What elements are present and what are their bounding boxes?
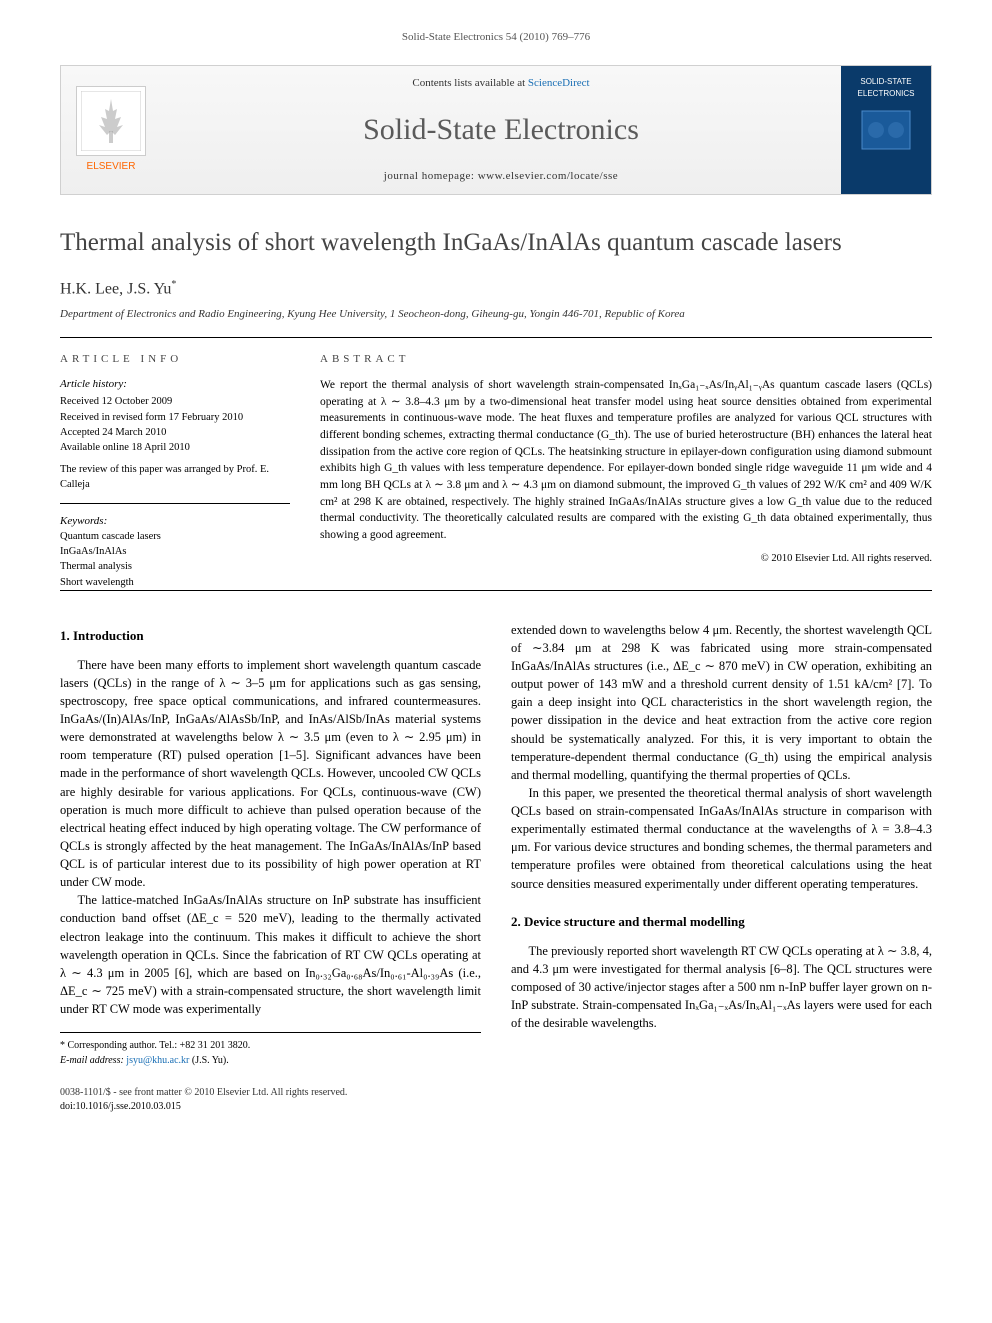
corr-author-note: * Corresponding author. Tel.: +82 31 201… bbox=[60, 1039, 481, 1054]
body-columns: 1. Introduction There have been many eff… bbox=[60, 621, 932, 1068]
article-info-col: ARTICLE INFO Article history: Received 1… bbox=[60, 352, 290, 590]
keyword-3: Thermal analysis bbox=[60, 559, 290, 574]
homepage-prefix: journal homepage: bbox=[384, 170, 478, 182]
email-line: E-mail address: jsyu@khu.ac.kr (J.S. Yu)… bbox=[60, 1054, 481, 1069]
keywords-label: Keywords: bbox=[60, 514, 290, 529]
section-1-heading: 1. Introduction bbox=[60, 627, 481, 646]
reviewer-note: The review of this paper was arranged by… bbox=[60, 463, 290, 492]
article-title: Thermal analysis of short wavelength InG… bbox=[60, 225, 932, 260]
history-revised: Received in revised form 17 February 201… bbox=[60, 410, 290, 425]
abstract-text: We report the thermal analysis of short … bbox=[320, 377, 932, 544]
footnote-block: * Corresponding author. Tel.: +82 31 201… bbox=[60, 1032, 481, 1068]
affiliation: Department of Electronics and Radio Engi… bbox=[60, 307, 932, 322]
intro-para-3: extended down to wavelengths below 4 μm.… bbox=[511, 621, 932, 784]
footer-line1: 0038-1101/$ - see front matter © 2010 El… bbox=[60, 1086, 932, 1100]
homepage-url[interactable]: www.elsevier.com/locate/sse bbox=[478, 170, 618, 182]
page-header: Solid-State Electronics 54 (2010) 769–77… bbox=[0, 0, 992, 55]
history-received: Received 12 October 2009 bbox=[60, 394, 290, 409]
cover-title: SOLID-STATE ELECTRONICS bbox=[845, 76, 927, 98]
intro-para-4: In this paper, we presented the theoreti… bbox=[511, 784, 932, 893]
contents-line: Contents lists available at ScienceDirec… bbox=[412, 76, 589, 91]
history-block: Article history: Received 12 October 200… bbox=[60, 377, 290, 504]
email-address[interactable]: jsyu@khu.ac.kr bbox=[126, 1055, 189, 1066]
section-2-heading: 2. Device structure and thermal modellin… bbox=[511, 913, 932, 932]
keyword-2: InGaAs/InAlAs bbox=[60, 544, 290, 559]
journal-cover-thumb[interactable]: SOLID-STATE ELECTRONICS bbox=[841, 66, 931, 194]
citation-text: Solid-State Electronics 54 (2010) 769–77… bbox=[402, 31, 590, 43]
elsevier-label: ELSEVIER bbox=[87, 160, 136, 174]
sec2-para-1: The previously reported short wavelength… bbox=[511, 942, 932, 1033]
elsevier-logo[interactable]: ELSEVIER bbox=[61, 66, 161, 194]
email-suffix: (J.S. Yu). bbox=[189, 1055, 228, 1066]
keyword-1: Quantum cascade lasers bbox=[60, 529, 290, 544]
intro-para-1: There have been many efforts to implemen… bbox=[60, 656, 481, 892]
divider-top bbox=[60, 337, 932, 338]
journal-name: Solid-State Electronics bbox=[363, 109, 639, 151]
banner-center: Contents lists available at ScienceDirec… bbox=[161, 66, 841, 194]
corr-marker: * bbox=[171, 279, 176, 290]
abstract-col: ABSTRACT We report the thermal analysis … bbox=[320, 352, 932, 590]
elsevier-tree-icon bbox=[76, 86, 146, 156]
authors: H.K. Lee, J.S. Yu* bbox=[60, 278, 932, 301]
title-block: Thermal analysis of short wavelength InG… bbox=[60, 225, 932, 322]
contents-prefix: Contents lists available at bbox=[412, 77, 527, 89]
info-abstract-row: ARTICLE INFO Article history: Received 1… bbox=[60, 352, 932, 590]
doi[interactable]: doi:10.1016/j.sse.2010.03.015 bbox=[60, 1100, 932, 1114]
divider-bottom bbox=[60, 590, 932, 591]
history-label: Article history: bbox=[60, 377, 290, 392]
info-heading: ARTICLE INFO bbox=[60, 352, 290, 367]
intro-para-2: The lattice-matched InGaAs/InAlAs struct… bbox=[60, 891, 481, 1018]
copyright-line: © 2010 Elsevier Ltd. All rights reserved… bbox=[320, 552, 932, 567]
history-online: Available online 18 April 2010 bbox=[60, 440, 290, 455]
email-label: E-mail address: bbox=[60, 1055, 126, 1066]
abstract-heading: ABSTRACT bbox=[320, 352, 932, 367]
journal-banner: ELSEVIER Contents lists available at Sci… bbox=[60, 65, 932, 195]
author-names: H.K. Lee, J.S. Yu bbox=[60, 281, 171, 298]
sciencedirect-link[interactable]: ScienceDirect bbox=[528, 77, 590, 89]
keyword-4: Short wavelength bbox=[60, 575, 290, 590]
history-accepted: Accepted 24 March 2010 bbox=[60, 425, 290, 440]
page-footer: 0038-1101/$ - see front matter © 2010 El… bbox=[60, 1086, 932, 1114]
homepage-line: journal homepage: www.elsevier.com/locat… bbox=[384, 169, 618, 184]
